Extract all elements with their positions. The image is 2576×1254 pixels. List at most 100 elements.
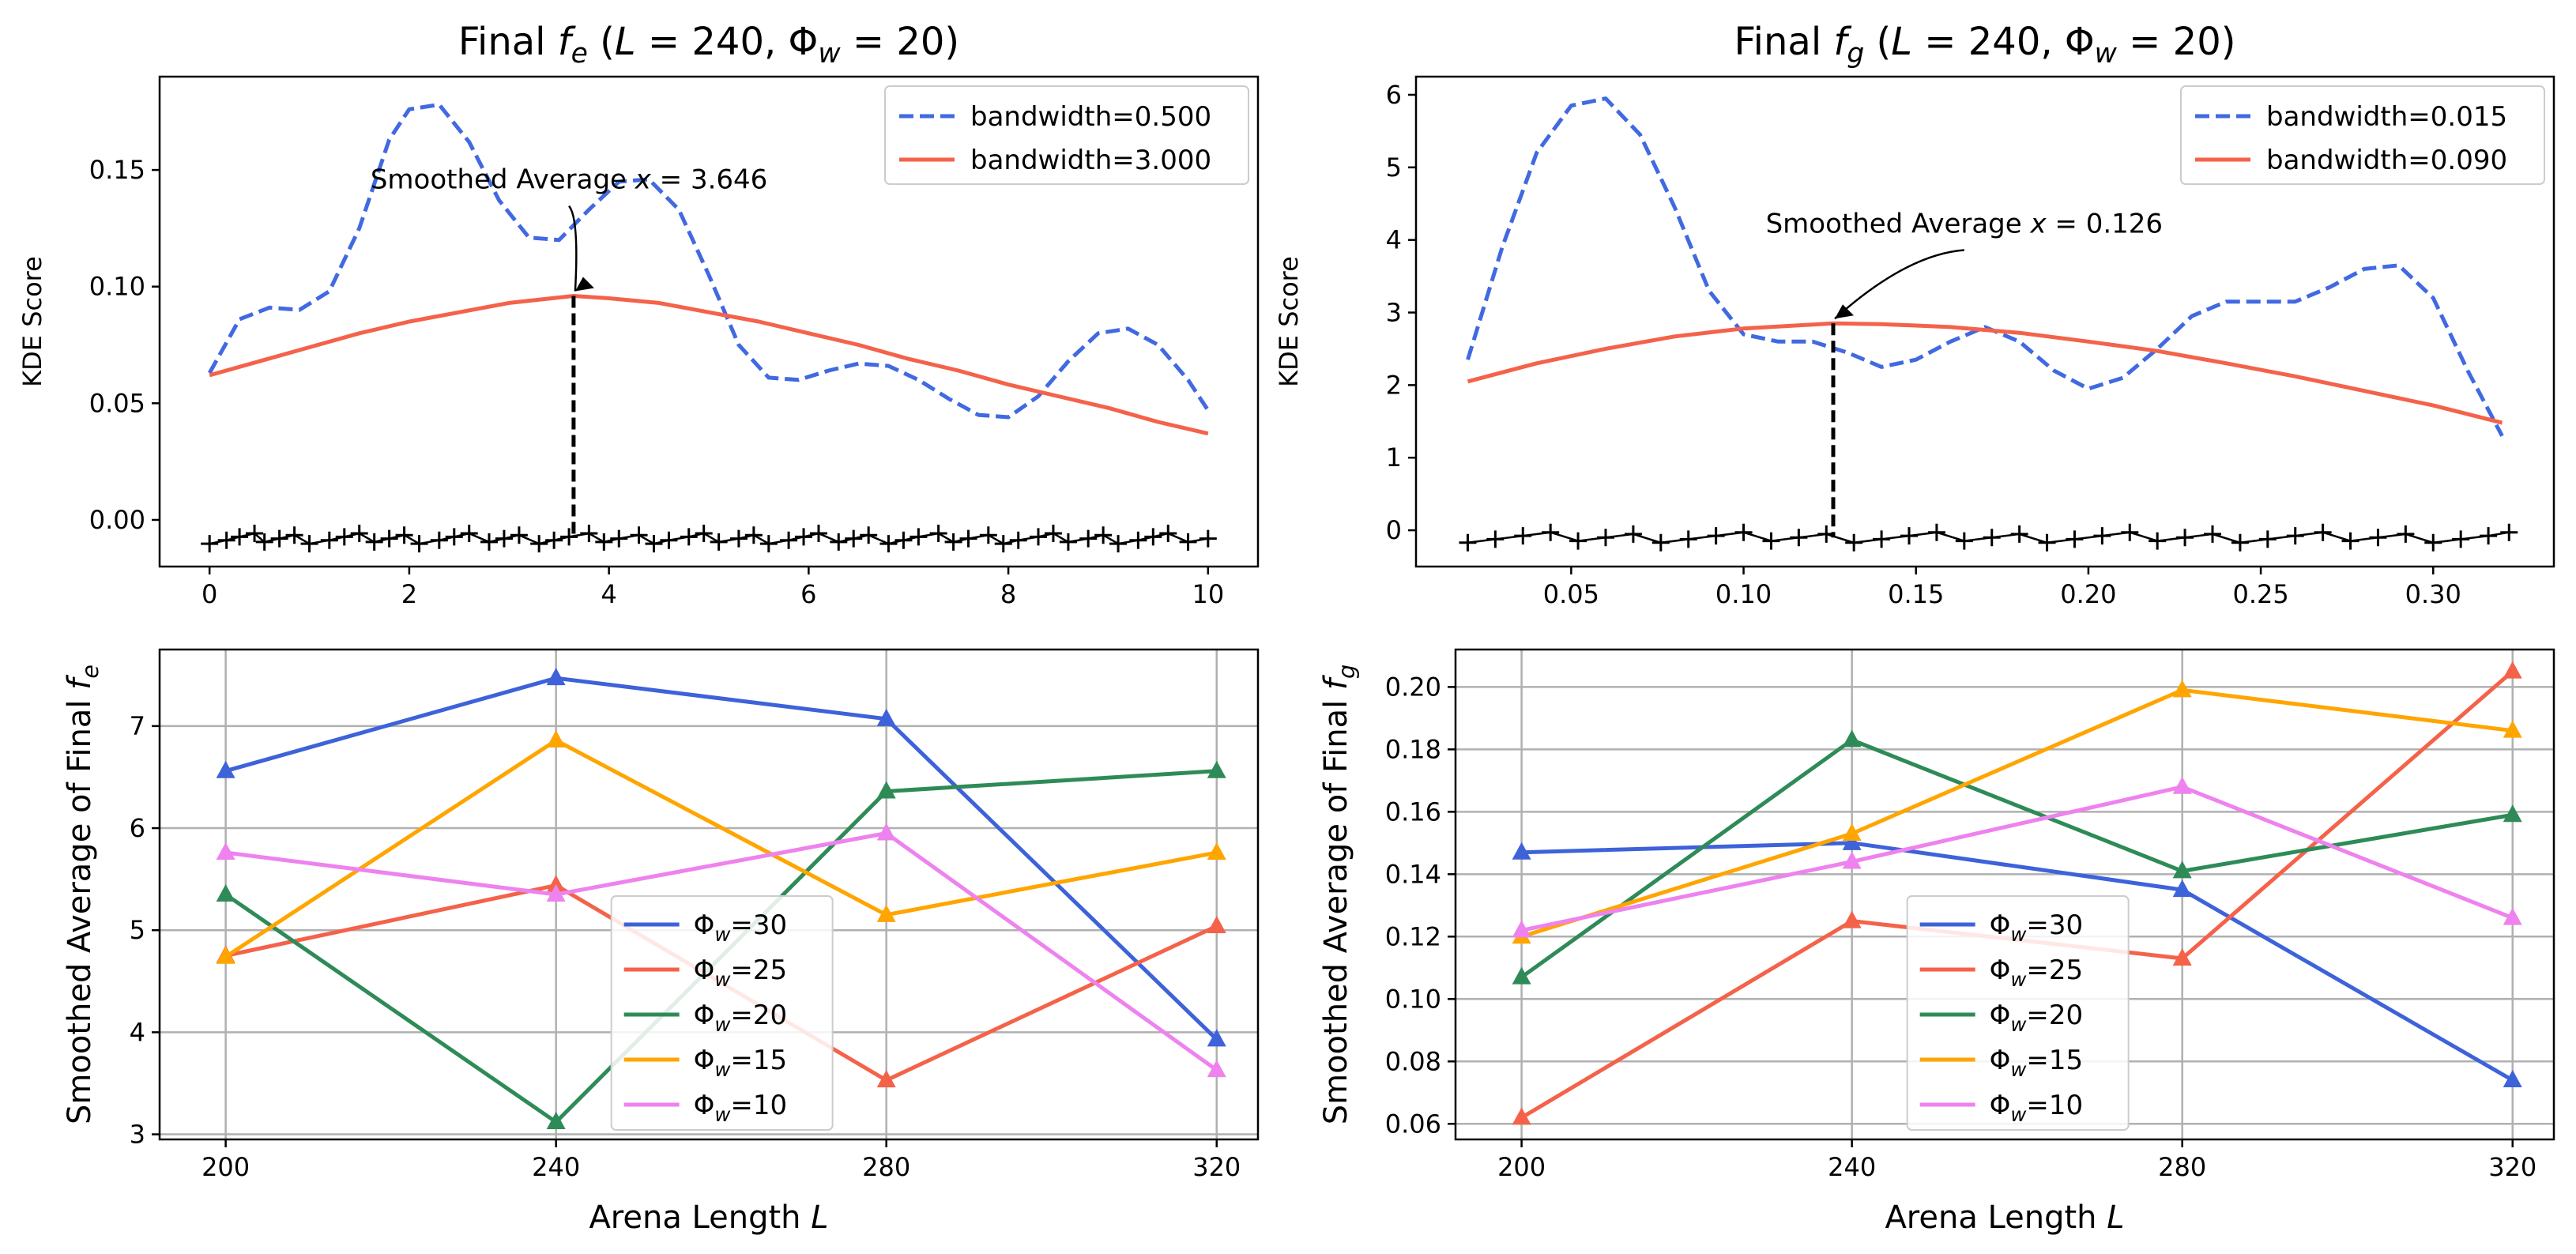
sample-marker bbox=[744, 526, 763, 544]
data-point-marker bbox=[1512, 1107, 1531, 1125]
data-point-marker bbox=[2172, 776, 2192, 794]
y-axis-label: KDE Score bbox=[17, 256, 47, 387]
y-tick-label: 0.10 bbox=[1385, 984, 1441, 1014]
sample-marker bbox=[1624, 525, 1642, 543]
sample-marker bbox=[860, 526, 878, 544]
data-point-marker bbox=[1207, 1029, 1226, 1047]
x-tick-label: 240 bbox=[532, 1152, 580, 1182]
x-tick-label: 6 bbox=[800, 579, 816, 609]
kde-panel-2: 0.05 0.10 0.15 0.20 0.25 0.30 0 1 2 3 4 5 6 Smoothed … bbox=[1274, 20, 2555, 609]
sample-marker bbox=[350, 525, 368, 543]
sample-marker bbox=[201, 535, 219, 553]
y-tick-label: 0.00 bbox=[89, 505, 145, 535]
sample-marker bbox=[944, 533, 962, 551]
sample-marker bbox=[1597, 529, 1614, 547]
sample-marker bbox=[285, 526, 303, 544]
legend: Φw=30 Φw=25 Φw=20 Φw=15 Φw=10 bbox=[610, 895, 834, 1131]
sample-marker bbox=[217, 531, 235, 549]
x-tick-label: 200 bbox=[1497, 1152, 1546, 1182]
sample-marker bbox=[2121, 523, 2139, 541]
y-tick-label: 7 bbox=[130, 711, 145, 741]
legend: Φw=30 Φw=25 Φw=20 Φw=15 Φw=10 bbox=[1906, 895, 2130, 1131]
data-point-marker bbox=[2503, 804, 2522, 823]
data-point-marker bbox=[216, 946, 235, 964]
data-point-marker bbox=[546, 884, 566, 902]
sample-marker bbox=[1009, 531, 1027, 549]
sample-marker bbox=[1790, 529, 1808, 547]
x-tick-label: 10 bbox=[1192, 579, 1224, 609]
data-point-marker bbox=[1842, 851, 1862, 869]
sample-marker bbox=[2258, 530, 2277, 548]
sample-marker bbox=[460, 525, 478, 543]
sample-marker bbox=[810, 525, 827, 543]
y-tick-label: 0.12 bbox=[1385, 921, 1441, 951]
sample-marker bbox=[2204, 525, 2221, 543]
legend: bandwidth=0.015 bandwidth=0.090 bbox=[2180, 85, 2545, 185]
sample-marker bbox=[320, 531, 338, 549]
sample-marker bbox=[1651, 533, 1670, 552]
y-axis-label: KDE Score bbox=[1274, 256, 1304, 387]
legend-label: bandwidth=0.015 bbox=[2266, 101, 2507, 133]
sample-marker bbox=[680, 528, 698, 546]
sample-marker bbox=[2424, 533, 2442, 552]
annotation-label: Smoothed Average x = 3.646 bbox=[371, 164, 767, 196]
data-point-marker bbox=[1842, 910, 1862, 928]
sample-marker bbox=[729, 529, 748, 548]
legend-label: Φw=20 bbox=[694, 1000, 788, 1036]
legend-label: bandwidth=0.500 bbox=[970, 101, 1211, 133]
series-line-10 bbox=[1521, 785, 2514, 932]
sample-marker bbox=[395, 526, 413, 544]
plot-frame bbox=[1414, 75, 2555, 568]
legend-label: Φw=25 bbox=[694, 955, 788, 991]
data-point-marker bbox=[2172, 947, 2192, 966]
x-tick-label: 0.10 bbox=[1715, 579, 1772, 609]
y-tick-label: 5 bbox=[1386, 153, 1402, 183]
sample-marker bbox=[795, 528, 813, 546]
sample-marker bbox=[365, 533, 383, 551]
y-tick-label: 0.18 bbox=[1385, 734, 1441, 764]
data-point-marker bbox=[216, 842, 235, 860]
kde-series-1 bbox=[1466, 96, 2504, 437]
sample-marker bbox=[894, 531, 913, 549]
y-tick-label: 0.06 bbox=[1385, 1109, 1441, 1139]
sample-marker bbox=[1044, 525, 1062, 543]
sample-marker bbox=[580, 525, 598, 543]
x-tick-label: 2 bbox=[401, 579, 417, 609]
line-panel-1: 200 240 280 32034567Φw=30Φw=25Φw=20Φw=15Φw=… bbox=[62, 648, 1260, 1236]
data-point-marker bbox=[2172, 860, 2192, 879]
x-tick-label: 280 bbox=[862, 1152, 910, 1182]
data-point-marker bbox=[1207, 916, 1226, 934]
sample-marker bbox=[2341, 532, 2359, 550]
legend-box bbox=[610, 895, 834, 1131]
data-point-marker bbox=[2503, 1069, 2522, 1087]
annotation-arrowhead bbox=[1835, 304, 1854, 319]
data-point-marker bbox=[2503, 661, 2522, 679]
legend-label: Φw=20 bbox=[1990, 1000, 2084, 1036]
data-point-marker bbox=[2503, 907, 2522, 925]
data-point-marker bbox=[1207, 1060, 1226, 1078]
sample-marker bbox=[2286, 527, 2304, 545]
series-line-30 bbox=[224, 676, 1218, 1041]
y-tick-label: 3 bbox=[130, 1120, 145, 1150]
sample-marker bbox=[1927, 523, 1945, 541]
sample-marker bbox=[2149, 532, 2167, 550]
sample-marker bbox=[645, 535, 663, 553]
data-point-marker bbox=[2172, 680, 2192, 698]
data-point-marker bbox=[1207, 842, 1226, 860]
sample-marker bbox=[1199, 529, 1217, 548]
sample-marker bbox=[1486, 530, 1505, 548]
series-line-20 bbox=[1520, 738, 2514, 979]
x-tick-label: 200 bbox=[201, 1152, 250, 1182]
sample-marker bbox=[255, 533, 273, 551]
data-point-marker bbox=[876, 781, 896, 799]
sample-marker bbox=[910, 528, 928, 546]
sample-marker bbox=[2038, 533, 2056, 552]
y-tick-label: 0.16 bbox=[1385, 796, 1441, 827]
data-point-marker bbox=[1842, 823, 1862, 841]
data-point-marker bbox=[1512, 966, 1531, 985]
plot-frame bbox=[158, 75, 1260, 568]
sample-marker bbox=[1900, 527, 1918, 545]
data-point-marker bbox=[1842, 832, 1862, 850]
legend-label: Φw=10 bbox=[694, 1090, 788, 1126]
sample-marker bbox=[710, 533, 728, 551]
